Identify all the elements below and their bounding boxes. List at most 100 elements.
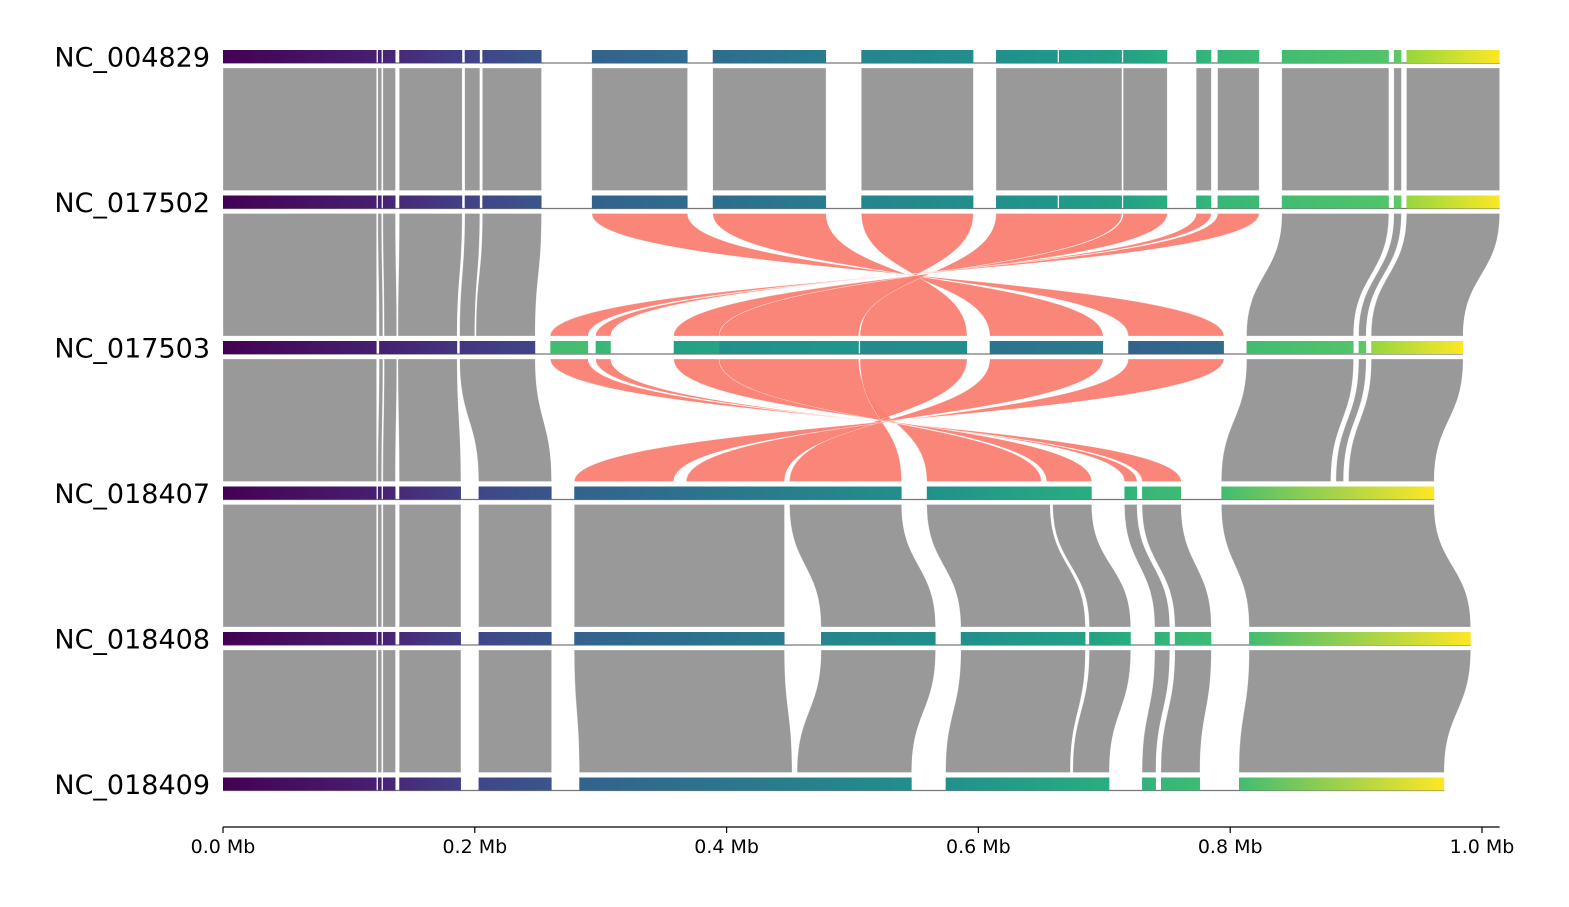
link-2-2 (377, 213, 384, 337)
genome-block (223, 341, 377, 354)
genome-block (1358, 341, 1367, 354)
links-layer (222, 67, 1500, 773)
genome-block (382, 486, 396, 500)
link-4-1 (222, 504, 377, 628)
link-2-1 (222, 213, 377, 337)
link-2-16 (1370, 213, 1500, 337)
link-5-4 (398, 649, 462, 773)
inverted-link-2-9 (859, 213, 974, 337)
genome-block (1249, 632, 1471, 645)
genome-block (1281, 195, 1389, 209)
genome-block (482, 50, 542, 63)
genome-block (464, 195, 480, 209)
genome-block (1089, 632, 1131, 645)
link-4-4 (398, 504, 462, 628)
inverted-link-3-7 (595, 358, 1138, 482)
genome-block (382, 777, 396, 791)
genome-track-5: NC_018408 (54, 625, 1471, 656)
link-3-5 (459, 358, 552, 482)
link-4-8 (926, 504, 1086, 628)
genome-block (1393, 195, 1402, 209)
link-3-2 (377, 358, 384, 482)
inverted-link-2-12 (595, 213, 1212, 337)
link-group-3 (222, 358, 1464, 482)
genome-block (399, 50, 463, 63)
link-1-7 (591, 67, 688, 191)
link-1-16 (1406, 67, 1500, 191)
genome-block (1406, 50, 1500, 63)
genome-block (1123, 50, 1168, 63)
link-4-5 (478, 504, 552, 628)
link-1-11 (1122, 67, 1168, 191)
link-1-1 (222, 67, 377, 191)
link-3-3 (382, 358, 398, 482)
link-3-1 (222, 358, 377, 482)
link-1-15 (1393, 67, 1402, 191)
genome-block (478, 777, 552, 791)
link-3-13 (1221, 358, 1354, 482)
genome-label: NC_017503 (54, 334, 210, 365)
genome-label: NC_018409 (54, 770, 210, 801)
genome-block (673, 341, 720, 354)
x-tick-label: 0.8 Mb (1198, 836, 1263, 858)
genome-block (591, 50, 688, 63)
genome-block (1196, 195, 1212, 209)
genome-block (1154, 632, 1170, 645)
link-1-14 (1281, 67, 1390, 191)
link-1-2 (377, 67, 382, 191)
genome-block (478, 632, 552, 645)
genome-block (960, 632, 1086, 645)
genome-label: NC_018408 (54, 625, 210, 656)
inverted-link-2-7 (591, 213, 1225, 337)
link-group-5 (222, 649, 1471, 773)
link-5-5 (478, 649, 552, 773)
genome-block (223, 632, 377, 645)
link-1-3 (382, 67, 396, 191)
genome-block (595, 341, 611, 354)
genome-block (1406, 195, 1500, 209)
genome-block (1058, 195, 1122, 209)
genome-block (478, 486, 552, 500)
genome-block (719, 341, 859, 354)
genome-block (1239, 777, 1445, 791)
inverted-link-3-12 (573, 358, 1225, 482)
genome-block (377, 486, 382, 500)
x-tick-label: 0.2 Mb (442, 836, 507, 858)
link-5-12 (1238, 649, 1471, 773)
genome-block (861, 195, 974, 209)
genome-block (459, 341, 536, 354)
link-1-12 (1195, 67, 1212, 191)
genome-label: NC_017502 (54, 188, 210, 219)
genome-block (712, 195, 827, 209)
genome-block (223, 777, 377, 791)
link-4-11 (1141, 504, 1212, 628)
genome-block (712, 50, 827, 63)
genome-block (945, 777, 1110, 791)
link-4-3 (382, 504, 396, 628)
link-3-14 (1335, 358, 1367, 482)
genome-block (223, 195, 377, 209)
x-tick-label: 1.0 Mb (1450, 836, 1515, 858)
link-5-9 (1072, 649, 1132, 773)
genome-block (1160, 777, 1200, 791)
genome-block (1174, 632, 1212, 645)
link-1-4 (398, 67, 463, 191)
genome-block (379, 341, 458, 354)
inverted-link-3-10 (789, 358, 968, 482)
genome-block (1142, 777, 1156, 791)
inverted-link-2-8 (712, 213, 1104, 337)
link-5-3 (382, 649, 396, 773)
link-2-14 (1246, 213, 1390, 337)
genome-block (989, 341, 1104, 354)
genome-track-2: NC_017502 (54, 188, 1500, 219)
genome-block (996, 50, 1058, 63)
genome-track-6: NC_018409 (54, 770, 1445, 801)
link-4-10 (1124, 504, 1171, 628)
genome-block (223, 50, 377, 63)
genome-block (382, 195, 396, 209)
genome-block (579, 777, 912, 791)
genome-block (1058, 50, 1122, 63)
genome-block (1128, 341, 1224, 354)
link-5-11 (1160, 649, 1212, 773)
